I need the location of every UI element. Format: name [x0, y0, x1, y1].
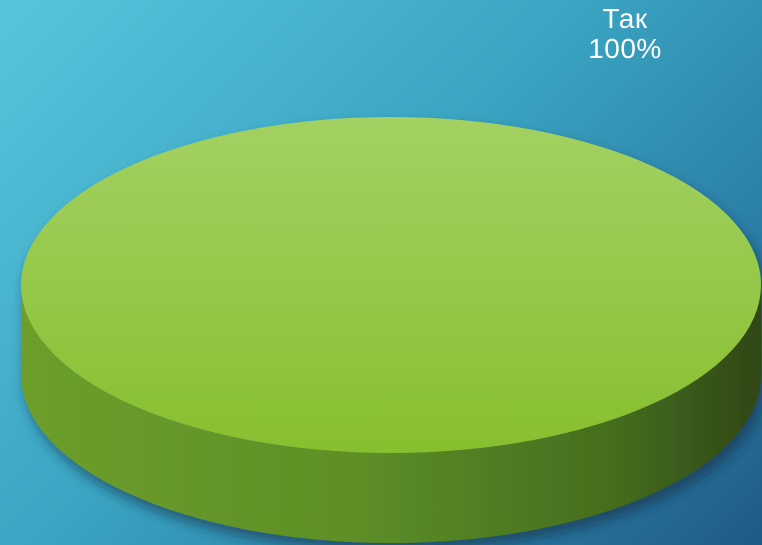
pie-slice-side-0 [21, 285, 761, 543]
slice-label-percent: 100% [588, 33, 662, 64]
slice-label-category: Так [602, 3, 648, 34]
slice-data-label: Так 100% [560, 4, 690, 64]
pie-slice-0 [21, 117, 761, 453]
